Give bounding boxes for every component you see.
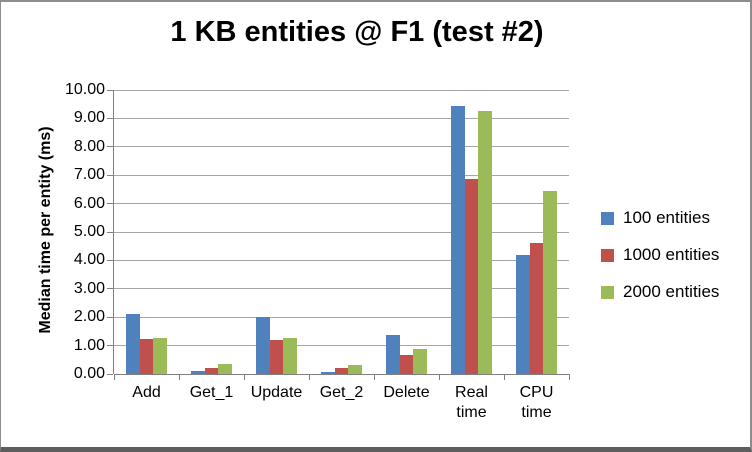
x-category-label: CPU time xyxy=(519,384,554,421)
gridline xyxy=(114,89,569,91)
x-axis-tick xyxy=(569,375,570,380)
x-axis-tick xyxy=(179,375,180,380)
gridline xyxy=(114,203,569,205)
y-tick-label: 9.00 xyxy=(73,109,105,127)
bar-group-real-time xyxy=(451,105,492,374)
x-category-label: Add xyxy=(132,384,161,401)
plot-area xyxy=(114,89,569,374)
bar xyxy=(464,178,479,374)
legend-item: 2000 entities xyxy=(601,282,719,302)
bar xyxy=(334,368,349,374)
bar xyxy=(139,339,154,374)
x-axis-tick xyxy=(114,375,115,380)
bar xyxy=(204,368,219,374)
bar xyxy=(153,337,167,374)
x-axis-tick xyxy=(309,375,310,380)
legend-label: 1000 entities xyxy=(623,245,720,264)
y-tick-label: 3.00 xyxy=(73,279,105,297)
gridline xyxy=(114,174,569,176)
gridline xyxy=(114,259,569,261)
bar xyxy=(348,364,362,374)
x-category-label: Delete xyxy=(383,384,430,401)
x-category-label: Get_2 xyxy=(319,384,364,401)
gridline xyxy=(114,231,569,233)
y-axis-tick xyxy=(107,316,113,318)
bar-group-cpu-time xyxy=(516,190,557,374)
legend-swatch xyxy=(601,211,614,225)
y-axis-tick xyxy=(107,203,113,205)
y-axis-tick xyxy=(107,117,113,119)
bar xyxy=(321,372,335,374)
y-axis-tick xyxy=(107,174,113,176)
gridline xyxy=(114,316,569,318)
chart-title: 1 KB entities @ F1 (test #2) xyxy=(170,16,544,48)
legend-swatch xyxy=(601,248,614,262)
x-axis-tick xyxy=(244,375,245,380)
bar xyxy=(399,355,414,374)
y-tick-label: 7.00 xyxy=(73,166,105,184)
bar xyxy=(516,254,530,374)
bar-group-update xyxy=(256,317,297,374)
bar xyxy=(543,190,557,374)
x-category-label: Get_1 xyxy=(189,384,234,401)
bar-group-add xyxy=(126,314,167,374)
y-tick-label: 1.00 xyxy=(73,336,105,354)
bar xyxy=(451,105,465,374)
bar xyxy=(529,243,544,374)
y-tick-label: 5.00 xyxy=(73,223,105,240)
bar-group-get-1 xyxy=(191,364,232,374)
gridline xyxy=(114,345,569,347)
y-axis-tick xyxy=(107,259,113,261)
y-axis-tick xyxy=(107,373,113,375)
y-tick-label: 10.00 xyxy=(64,81,105,98)
bar xyxy=(283,337,297,374)
legend: 100 entities 1000 entities 2000 entities xyxy=(601,208,719,319)
bar xyxy=(478,111,492,374)
y-tick-label: 0.00 xyxy=(73,365,105,382)
legend-swatch xyxy=(601,285,614,299)
y-tick-label: 4.00 xyxy=(73,251,105,269)
y-axis-tick xyxy=(107,146,113,148)
y-tick-label: 6.00 xyxy=(73,194,105,212)
bar-group-delete xyxy=(386,335,427,374)
bar xyxy=(413,349,427,374)
bar-group-get-2 xyxy=(321,364,362,374)
bar xyxy=(256,317,270,374)
y-tick-label: 2.00 xyxy=(73,308,105,326)
legend-label: 2000 entities xyxy=(623,282,720,301)
bar xyxy=(218,364,232,374)
x-axis-line xyxy=(114,374,570,375)
y-axis-tick xyxy=(107,89,113,91)
x-axis-tick xyxy=(504,375,505,380)
y-axis-tick xyxy=(107,231,113,233)
y-tick-label: 8.00 xyxy=(73,137,105,155)
y-axis-tick xyxy=(107,288,113,290)
bar xyxy=(126,314,140,374)
x-axis-tick xyxy=(374,375,375,380)
gridline xyxy=(114,146,569,148)
x-category-label: Update xyxy=(250,384,303,401)
legend-item: 100 entities xyxy=(601,208,719,228)
gridline xyxy=(114,117,569,119)
y-axis-tick xyxy=(107,345,113,347)
y-axis-line xyxy=(113,90,114,374)
x-axis-tick xyxy=(439,375,440,380)
legend-item: 1000 entities xyxy=(601,245,719,265)
legend-label: 100 entities xyxy=(623,208,710,227)
bar xyxy=(386,335,400,374)
bar xyxy=(191,370,205,374)
gridline xyxy=(114,288,569,290)
x-category-label: Real time xyxy=(455,384,488,421)
bar xyxy=(269,339,284,374)
